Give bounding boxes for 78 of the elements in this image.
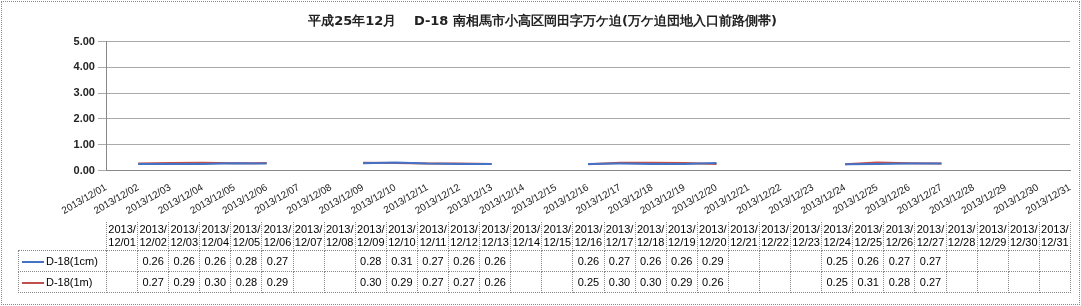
data-label: 0.29 bbox=[261, 271, 294, 293]
category-label: 2013/12/04 bbox=[201, 223, 230, 248]
data-label: 0.30 bbox=[355, 271, 387, 293]
data-label: 0.27 bbox=[604, 250, 636, 272]
data-label: 0.28 bbox=[883, 271, 915, 293]
category-label: 2013/12/17 bbox=[605, 223, 634, 248]
category-label: 2013/12/29 bbox=[978, 223, 1007, 248]
y-tick-label: 4.00 bbox=[73, 60, 95, 73]
data-label: 0.27 bbox=[137, 271, 169, 293]
category-label: 2013/12/21 bbox=[730, 223, 758, 248]
category-label: 2013/12/08 bbox=[325, 223, 354, 248]
category-label: 2013/12/02 bbox=[139, 223, 167, 248]
data-label: 0.27 bbox=[914, 271, 947, 293]
chart-title: 平成25年12月 D-18 南相馬市小高区岡田字万ケ迫(万ケ迫団地入口前路側帯) bbox=[307, 13, 777, 29]
y-tick-label: 2.00 bbox=[73, 112, 95, 125]
category-label: 2013/12/12 bbox=[450, 223, 478, 248]
data-label: 0.26 bbox=[697, 271, 729, 293]
data-label: 0.29 bbox=[666, 271, 698, 293]
category-label: 2013/12/23 bbox=[792, 223, 820, 248]
category-label: 2013/12/22 bbox=[761, 223, 789, 248]
category-label: 2013/12/30 bbox=[1010, 223, 1038, 248]
category-label: 2013/12/03 bbox=[170, 223, 198, 248]
category-label: 2013/12/31 bbox=[1041, 223, 1069, 248]
category-label: 2013/12/13 bbox=[481, 223, 509, 248]
category-label: 2013/12/19 bbox=[667, 223, 696, 248]
category-label: 2013/12/07 bbox=[294, 223, 323, 248]
legend-label: D-18(1cm) bbox=[18, 250, 107, 272]
data-label: 0.26 bbox=[635, 250, 667, 272]
category-label: 2013/12/06 bbox=[263, 223, 292, 248]
category-label: 2013/12/11 bbox=[419, 223, 447, 248]
category-label: 2013/12/01 bbox=[108, 223, 136, 248]
data-label: 0.26 bbox=[666, 250, 698, 272]
data-label: 0.29 bbox=[168, 271, 200, 293]
data-label: 0.27 bbox=[448, 271, 480, 293]
data-label: 0.27 bbox=[883, 250, 915, 272]
data-label: 0.30 bbox=[199, 271, 231, 293]
data-label: 0.25 bbox=[821, 271, 853, 293]
data-label: 0.29 bbox=[697, 250, 729, 272]
category-label: 2013/12/24 bbox=[823, 223, 851, 248]
data-label: 0.30 bbox=[635, 271, 667, 293]
data-label: 0.26 bbox=[479, 250, 511, 272]
data-label: 0.26 bbox=[137, 250, 169, 272]
data-label: 0.25 bbox=[572, 271, 604, 293]
data-label: 0.26 bbox=[572, 250, 604, 272]
data-label: 0.26 bbox=[852, 250, 884, 272]
category-label: 2013/12/26 bbox=[885, 223, 914, 248]
data-label: 0.28 bbox=[230, 250, 262, 272]
data-label: 0.31 bbox=[852, 271, 884, 293]
category-label: 2013/12/05 bbox=[232, 223, 261, 248]
legend-label: D-18(1m) bbox=[18, 271, 107, 293]
y-tick-label: 5.00 bbox=[73, 34, 95, 47]
category-label: 2013/12/28 bbox=[947, 223, 976, 248]
category-label: 2013/12/14 bbox=[512, 223, 541, 248]
y-tick-label: 0.00 bbox=[73, 163, 95, 176]
category-label: 2013/12/09 bbox=[357, 223, 385, 248]
data-label: 0.26 bbox=[479, 271, 511, 293]
category-label: 2013/12/20 bbox=[699, 223, 727, 248]
category-label: 2013/12/25 bbox=[854, 223, 883, 248]
category-label: 2013/12/10 bbox=[388, 223, 416, 248]
data-label: 0.28 bbox=[230, 271, 262, 293]
data-label: 0.26 bbox=[199, 250, 231, 272]
y-tick-label: 1.00 bbox=[73, 137, 95, 150]
y-tick-label: 3.00 bbox=[73, 86, 95, 99]
category-label: 2013/12/16 bbox=[574, 223, 603, 248]
data-label: 0.26 bbox=[168, 250, 200, 272]
data-label: 0.27 bbox=[417, 271, 449, 293]
category-label: 2013/12/27 bbox=[916, 223, 945, 248]
data-label: 0.27 bbox=[261, 250, 294, 272]
data-label: 0.27 bbox=[417, 250, 449, 272]
data-label: 0.29 bbox=[386, 271, 418, 293]
data-label: 0.25 bbox=[821, 250, 853, 272]
data-label: 0.28 bbox=[355, 250, 387, 272]
data-label: 0.27 bbox=[914, 250, 947, 272]
data-label: 0.31 bbox=[386, 250, 418, 272]
category-label: 2013/12/15 bbox=[543, 223, 572, 248]
category-label: 2013/12/18 bbox=[636, 223, 665, 248]
data-label: 0.30 bbox=[604, 271, 636, 293]
data-label: 0.26 bbox=[448, 250, 480, 272]
